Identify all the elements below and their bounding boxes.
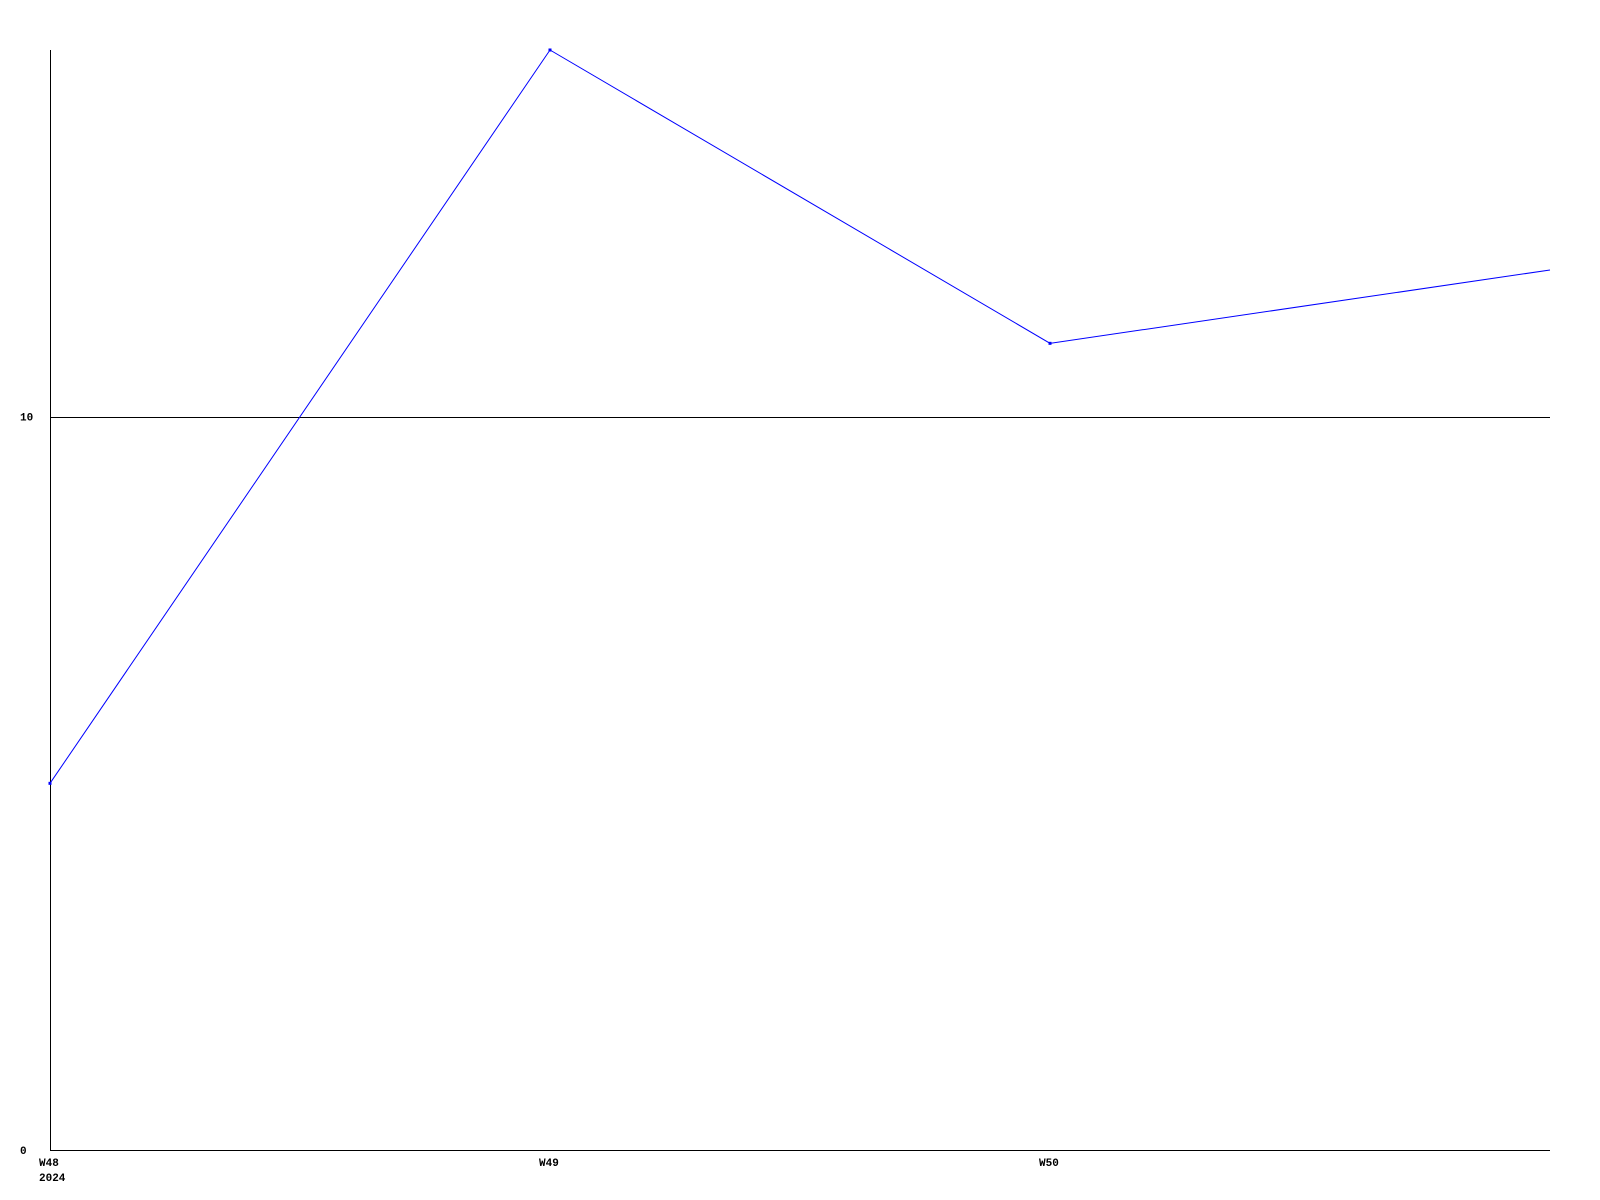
data-point — [48, 781, 52, 785]
y-tick-label: 0 — [20, 1146, 27, 1158]
data-point — [1048, 341, 1052, 345]
x-tick-labels: W48 W49 W50 — [39, 1158, 1059, 1170]
x-tick-label: W49 — [539, 1158, 559, 1170]
series-group — [48, 48, 1551, 785]
data-point — [548, 48, 552, 52]
y-tick-labels: 0 10 — [20, 413, 33, 1158]
x-tick-label: W50 — [1039, 1158, 1059, 1170]
y-tick-label: 10 — [20, 413, 33, 425]
x-sub-label: 2024 — [39, 1173, 66, 1185]
series-line — [49, 49, 1551, 784]
x-tick-label: W48 — [39, 1158, 59, 1170]
